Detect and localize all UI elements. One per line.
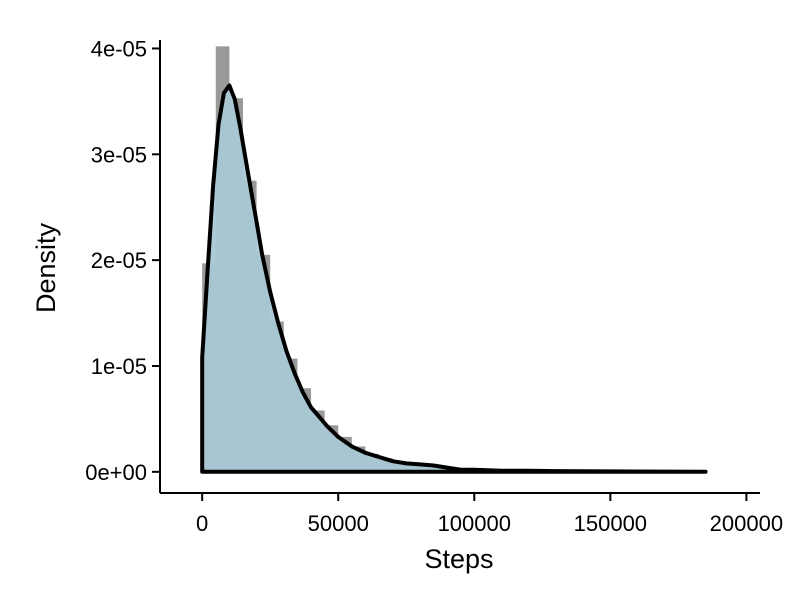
x-axis-title: Steps — [424, 544, 493, 574]
x-tick-label-4: 200000 — [710, 511, 783, 536]
y-axis-title: Density — [31, 222, 61, 313]
y-tick-label-0: 0e+00 — [85, 460, 147, 485]
y-tick-label-4: 4e-05 — [91, 36, 147, 61]
density-area — [202, 85, 706, 472]
x-tick-label-0: 0 — [196, 511, 208, 536]
x-tick-label-2: 100000 — [438, 511, 511, 536]
y-tick-label-1: 1e-05 — [91, 354, 147, 379]
y-axis-ticks: 0e+00 1e-05 2e-05 3e-05 4e-05 — [85, 36, 160, 485]
y-tick-label-3: 3e-05 — [91, 142, 147, 167]
x-tick-label-3: 150000 — [574, 511, 647, 536]
x-axis-ticks: 0 50000 100000 150000 200000 — [196, 493, 783, 536]
plot-area — [200, 46, 708, 474]
y-tick-label-2: 2e-05 — [91, 248, 147, 273]
x-tick-label-1: 50000 — [308, 511, 369, 536]
density-line — [200, 83, 708, 474]
